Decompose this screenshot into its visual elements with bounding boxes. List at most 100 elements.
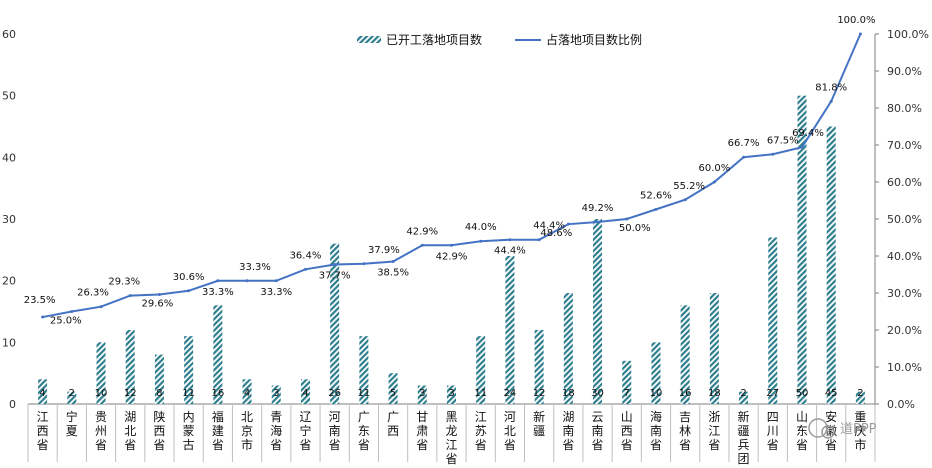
- ratio-value-label: 60.0%: [698, 163, 730, 174]
- ratio-point: [508, 238, 512, 242]
- bar: [826, 126, 836, 404]
- ratio-point: [128, 294, 132, 298]
- category-label: 河北省: [504, 410, 516, 452]
- bar-value-label: 26: [328, 388, 341, 399]
- bar: [154, 354, 164, 404]
- bar-value-label: 11: [182, 388, 195, 399]
- right-tick-label: 70.0%: [887, 139, 922, 152]
- bar-value-label: 12: [124, 388, 137, 399]
- ratio-value-label: 42.9%: [436, 251, 468, 262]
- category-label: 宁夏: [66, 409, 78, 438]
- ratio-value-label: 33.3%: [202, 287, 234, 298]
- bar: [38, 379, 48, 404]
- ratio-point: [41, 315, 45, 319]
- ratio-value-label: 38.5%: [377, 268, 409, 279]
- ratio-point: [596, 220, 600, 224]
- category-label: 辽宁省: [299, 410, 311, 452]
- bar: [300, 379, 310, 404]
- legend-bar-swatch: [357, 36, 381, 43]
- ratio-value-label: 33.3%: [239, 262, 271, 273]
- bar-value-label: 45: [825, 388, 838, 399]
- bar: [447, 385, 456, 404]
- ratio-point: [654, 207, 658, 211]
- bar: [96, 342, 106, 404]
- ratio-point: [829, 99, 833, 103]
- left-tick-label: 50: [2, 90, 16, 103]
- category-label: 四川省: [767, 410, 779, 452]
- bar-value-label: 4: [302, 388, 308, 399]
- right-tick-label: 10.0%: [887, 361, 922, 374]
- right-tick-label: 30.0%: [887, 287, 922, 300]
- bar-value-label: 4: [244, 388, 250, 399]
- bar: [388, 373, 398, 404]
- bar: [739, 391, 749, 404]
- ratio-value-label: 67.5%: [767, 135, 799, 146]
- ratio-value-label: 48.6%: [540, 228, 572, 239]
- ratio-value-label: 81.8%: [815, 82, 847, 93]
- bar-value-label: 24: [504, 388, 517, 399]
- ratio-point: [771, 152, 775, 156]
- category-label: 陕西省: [153, 409, 165, 452]
- category-label: 河南省: [329, 410, 341, 452]
- ratio-point: [216, 279, 220, 283]
- category-label: 江苏省: [475, 410, 487, 452]
- ratio-point: [742, 155, 746, 159]
- right-tick-label: 50.0%: [887, 213, 922, 226]
- bar-value-label: 2: [740, 388, 746, 399]
- watermark: 道PPP: [808, 418, 877, 439]
- ratio-value-label: 44.4%: [533, 221, 565, 232]
- ratio-point: [187, 289, 191, 293]
- bar: [476, 336, 486, 404]
- ratio-value-label: 69.4%: [792, 128, 824, 139]
- category-label: 贵州省: [95, 410, 107, 452]
- ratio-value-label: 33.3%: [260, 287, 292, 298]
- axes: 0 10 20 30 40 50 60 0.0% 10.0% 20.0% 30.0% 40.0% 50.…: [2, 28, 929, 462]
- ratio-point: [479, 239, 483, 243]
- ratio-point: [70, 310, 74, 313]
- category-label: 山东省: [796, 410, 808, 452]
- ratio-point: [566, 222, 570, 226]
- ratio-value-label: 55.2%: [673, 181, 705, 192]
- category-label: 吉林省: [679, 410, 691, 452]
- bar: [680, 305, 690, 404]
- bar-value-label: 11: [474, 388, 487, 399]
- bar-value-label: 4: [39, 388, 45, 399]
- bar-value-label: 10: [95, 388, 108, 399]
- category-label: 江西省: [37, 410, 49, 452]
- legend-bar-label: 已开工落地项目数: [386, 32, 482, 47]
- ratio-value-label: 25.0%: [50, 316, 82, 327]
- ratio-line: [42, 33, 862, 319]
- left-tick-label: 20: [2, 275, 16, 288]
- bar: [271, 385, 281, 404]
- bar: [563, 293, 573, 404]
- category-label: 黑龙江省: [445, 410, 457, 466]
- ratio-point: [333, 263, 337, 267]
- ratio-point: [537, 238, 541, 242]
- ratio-point: [800, 145, 804, 149]
- ratio-line-layer: [41, 32, 862, 319]
- bar-value-label: 16: [679, 388, 692, 399]
- bar-value-label: 8: [156, 388, 162, 399]
- bar: [125, 330, 135, 404]
- category-label: 甘肃省: [416, 410, 428, 452]
- ratio-point: [712, 180, 716, 184]
- bar-value-label: 18: [562, 388, 575, 399]
- ratio-point: [157, 292, 161, 296]
- ratio-value-label: 36.4%: [290, 250, 322, 261]
- bar: [855, 391, 865, 404]
- bar-value-label: 3: [273, 388, 279, 399]
- ratio-value-label: 29.3%: [108, 277, 140, 288]
- right-tick-label: 80.0%: [887, 102, 922, 115]
- right-tick-label: 0.0%: [887, 398, 915, 411]
- ratio-point: [99, 305, 103, 309]
- bar-value-label: 12: [533, 388, 546, 399]
- category-label: 北京市: [241, 410, 253, 452]
- bar: [359, 336, 369, 404]
- category-labels: 江西省 宁夏 贵州省 湖北省 陕西省 内蒙古 福建省 北京市 青海省 辽宁省 河南省 广东省 广西 甘肃省…: [37, 409, 867, 466]
- ratio-point: [362, 262, 366, 266]
- ratio-value-label: 30.6%: [173, 272, 205, 283]
- bar: [593, 219, 603, 404]
- bar: [709, 293, 719, 404]
- ratio-value-label: 50.0%: [619, 223, 651, 234]
- bar: [534, 330, 544, 404]
